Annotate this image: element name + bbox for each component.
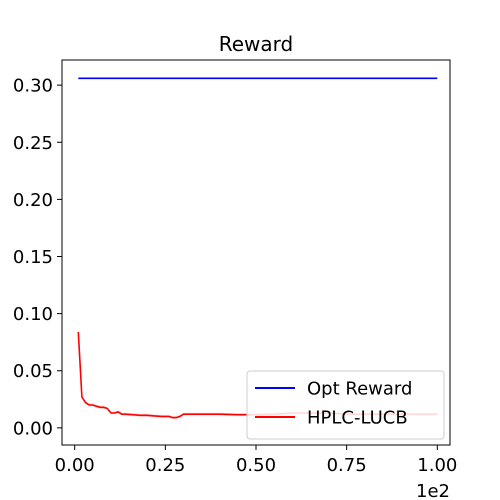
axes: 0.00 0.25 0.50 0.75 1.00 0.00 0.05 0.10 0.15 0.20…: [13, 59, 457, 476]
x-axis-offset-label: 1e2: [416, 481, 450, 500]
x-tick-label-5: 1.00: [417, 455, 457, 476]
y-tick-label-2: 0.05: [13, 361, 53, 382]
x-tick-label-1: 0.00: [55, 455, 95, 476]
y-tick-label-4: 0.15: [13, 247, 53, 268]
y-tick-label-1: 0.00: [13, 418, 53, 439]
x-tick-label-4: 0.75: [327, 455, 367, 476]
chart-title: Reward: [219, 32, 293, 56]
plot-area: [77, 77, 438, 419]
legend-box: [246, 370, 445, 440]
x-tick-label-3: 0.50: [236, 455, 276, 476]
y-tick-label-6: 0.25: [13, 133, 53, 154]
y-tick-label-7: 0.30: [13, 76, 53, 97]
legend: Opt Reward HPLC-LUCB: [246, 370, 445, 440]
x-tick-label-2: 0.25: [145, 455, 185, 476]
legend-label-1: Opt Reward: [307, 379, 412, 400]
y-tick-label-3: 0.10: [13, 304, 53, 325]
y-tick-label-5: 0.20: [13, 190, 53, 211]
legend-label-2: HPLC-LUCB: [307, 408, 408, 429]
